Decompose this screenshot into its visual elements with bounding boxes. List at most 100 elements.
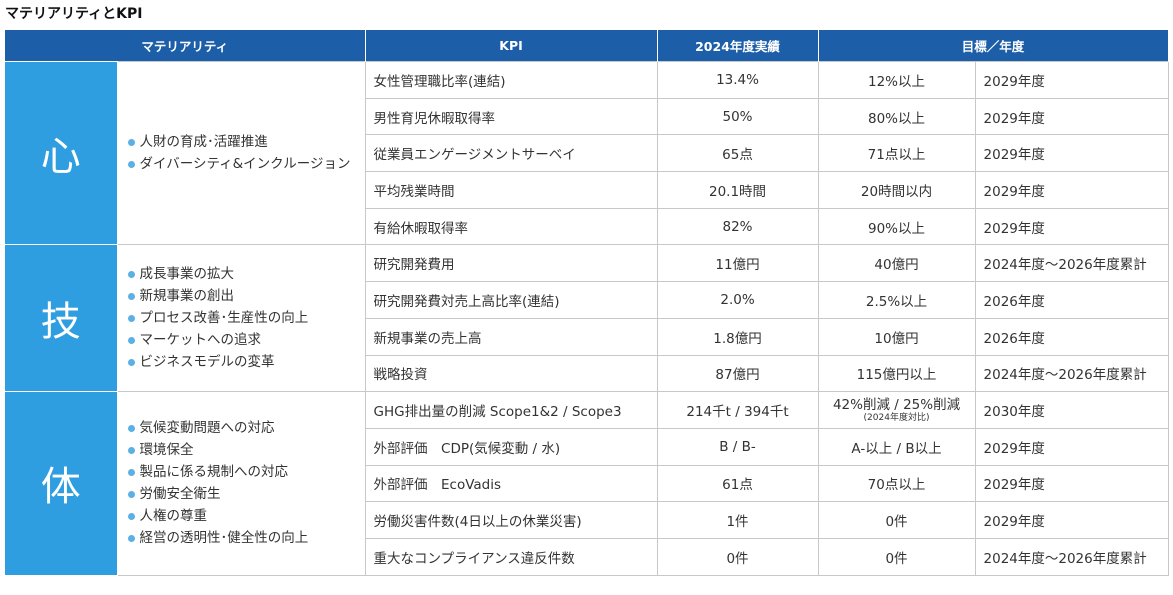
actual-value: 11億円	[656, 244, 819, 283]
target-value: 115億円以上	[856, 367, 937, 384]
kpi-name: 戦略投資	[364, 354, 658, 393]
actual-value: 2.0%	[656, 281, 819, 319]
target-cell: 115億円以上	[817, 354, 976, 393]
target-value: 0件	[885, 514, 908, 531]
kpi-row: 外部評価 CDP(気候変動 / 水) B / B- A-以上 / B以上 2029年度	[5, 427, 1169, 466]
target-cell: 90%以上	[817, 207, 976, 246]
table-body: 心人財の育成･活躍推進 ダイバーシティ&インクルージョン 女性管理職比率(連結) 13…	[5, 60, 1169, 576]
target-cell: A-以上 / B以上	[817, 427, 976, 466]
actual-value: 65点	[656, 134, 819, 173]
actual-value: 1.8億円	[656, 317, 819, 356]
kpi-row: 研究開発費対売上高比率(連結) 2.0% 2.5%以上 2026年度	[5, 281, 1169, 319]
actual-value: 82%	[656, 207, 819, 246]
target-cell: 0件	[817, 501, 976, 539]
materiality-item: 新規事業の創出	[126, 285, 357, 307]
target-value: 71点以上	[867, 147, 926, 164]
target-year: 2024年度～2026年度累計	[974, 354, 1169, 393]
kpi-name: 新規事業の売上高	[364, 317, 658, 356]
materiality-item: 環境保全	[126, 439, 357, 461]
materiality-item: ビジネスモデルの変革	[126, 351, 357, 373]
target-value: 12%以上	[868, 73, 926, 90]
kpi-row: 心人財の育成･活躍推進 ダイバーシティ&インクルージョン 女性管理職比率(連結) 13…	[5, 60, 1169, 246]
kpi-name: 女性管理職比率(連結)	[364, 61, 658, 99]
actual-value: 1件	[656, 501, 819, 539]
target-cell: 12%以上	[817, 61, 976, 99]
kpi-name: 労働災害件数(4日以上の休業災害)	[364, 501, 658, 539]
target-value: 2.5%以上	[865, 293, 928, 310]
target-year: 2029年度	[974, 207, 1169, 246]
kpi-name: 有給休暇取得率	[364, 207, 658, 246]
materiality-item: 経営の透明性･健全性の向上	[126, 527, 357, 549]
pillar-label: 体	[5, 391, 118, 576]
header-cell: 2024年度実績	[657, 30, 819, 62]
materiality-item: 労働安全衛生	[126, 483, 357, 505]
kpi-name: 従業員エンゲージメントサーベイ	[364, 134, 658, 173]
materiality-item: 成長事業の拡大	[126, 263, 357, 285]
actual-value: 87億円	[656, 354, 819, 393]
kpi-name: GHG排出量の削減 Scope1&2 / Scope3	[364, 391, 658, 429]
kpi-row: 体気候変動問題への対応 環境保全 製品に係る規制への対応 労働安全衛生 人権の尊重 経営の…	[5, 391, 1169, 576]
kpi-row: 技成長事業の拡大 新規事業の創出 プロセス改善･生産性の向上 マーケットへの追求 ビジネ…	[5, 244, 1169, 393]
materiality-item: プロセス改善･生産性の向上	[126, 307, 357, 329]
kpi-row: 重大なコンプライアンス違反件数 0件 0件 2024年度～2026年度累計	[5, 537, 1169, 576]
materiality-items: 気候変動問題への対応 環境保全 製品に係る規制への対応 労働安全衛生 人権の尊重 経営の透…	[116, 391, 366, 576]
kpi-name: 男性育児休暇取得率	[364, 97, 658, 136]
target-value: 40億円	[874, 257, 919, 274]
target-year: 2026年度	[974, 281, 1169, 319]
kpi-row: 労働災害件数(4日以上の休業災害) 1件 0件 2029年度	[5, 501, 1169, 539]
target-cell: 10億円	[817, 317, 976, 356]
actual-value: 13.4%	[656, 61, 819, 99]
target-cell: 80%以上	[817, 97, 976, 136]
materiality-item: 人権の尊重	[126, 505, 357, 527]
target-cell: 20時間以内	[817, 171, 976, 209]
header-cell: 目標／年度	[818, 30, 1169, 62]
header-row: マテリアリティ KPI 2024年度実績 目標／年度	[5, 30, 1169, 62]
target-value: 10億円	[874, 330, 919, 347]
pillar-label: 心	[5, 60, 118, 246]
target-value: 80%以上	[868, 110, 926, 127]
target-cell: 2.5%以上	[817, 281, 976, 319]
target-year: 2030年度	[974, 391, 1169, 429]
materiality-items: 成長事業の拡大 新規事業の創出 プロセス改善･生産性の向上 マーケットへの追求 ビジネス…	[116, 244, 366, 393]
kpi-name: 研究開発費用	[364, 244, 658, 283]
header-cell: マテリアリティ	[5, 30, 366, 62]
target-value: 42%削減 / 25%削減	[832, 396, 961, 413]
materiality-item: マーケットへの追求	[126, 329, 357, 351]
materiality-item: 製品に係る規制への対応	[126, 461, 357, 483]
target-year: 2029年度	[974, 427, 1169, 466]
actual-value: 0件	[656, 537, 819, 576]
target-cell: 70点以上	[817, 464, 976, 503]
target-year: 2029年度	[974, 97, 1169, 136]
target-cell: 71点以上	[817, 134, 976, 173]
materiality-item: 人財の育成･活躍推進	[126, 131, 357, 153]
target-cell: 40億円	[817, 244, 976, 283]
kpi-row: 従業員エンゲージメントサーベイ 65点 71点以上 2029年度	[5, 134, 1169, 173]
materiality-item: ダイバーシティ&インクルージョン	[126, 153, 357, 175]
actual-value: 50%	[656, 97, 819, 136]
kpi-row: 有給休暇取得率 82% 90%以上 2029年度	[5, 207, 1169, 246]
target-value: 70点以上	[867, 477, 926, 494]
header-cell: KPI	[365, 30, 658, 62]
target-value: A-以上 / B以上	[851, 440, 942, 457]
actual-value: 214千t / 394千t	[656, 391, 819, 429]
kpi-row: 男性育児休暇取得率 50% 80%以上 2029年度	[5, 97, 1169, 136]
kpi-name: 重大なコンプライアンス違反件数	[364, 537, 658, 576]
kpi-name: 平均残業時間	[364, 171, 658, 209]
target-year: 2029年度	[974, 464, 1169, 503]
kpi-name: 研究開発費対売上高比率(連結)	[364, 281, 658, 319]
target-year: 2029年度	[974, 501, 1169, 539]
materiality-item: 気候変動問題への対応	[126, 417, 357, 439]
kpi-table: マテリアリティ KPI 2024年度実績 目標／年度 心人財の育成･活躍推進 ダイ…	[5, 30, 1169, 576]
actual-value: 20.1時間	[656, 171, 819, 209]
target-year: 2029年度	[974, 134, 1169, 173]
kpi-row: 平均残業時間 20.1時間 20時間以内 2029年度	[5, 171, 1169, 209]
actual-value: 61点	[656, 464, 819, 503]
target-value: 90%以上	[868, 220, 926, 237]
target-cell: 42%削減 / 25%削減 (2024年度対比)	[817, 391, 976, 429]
kpi-row: 新規事業の売上高 1.8億円 10億円 2026年度	[5, 317, 1169, 356]
kpi-name: 外部評価 CDP(気候変動 / 水)	[364, 427, 658, 466]
materiality-items: 人財の育成･活躍推進 ダイバーシティ&インクルージョン	[116, 60, 366, 246]
actual-value: B / B-	[656, 427, 819, 466]
page-title: マテリアリティとKPI	[5, 6, 143, 22]
